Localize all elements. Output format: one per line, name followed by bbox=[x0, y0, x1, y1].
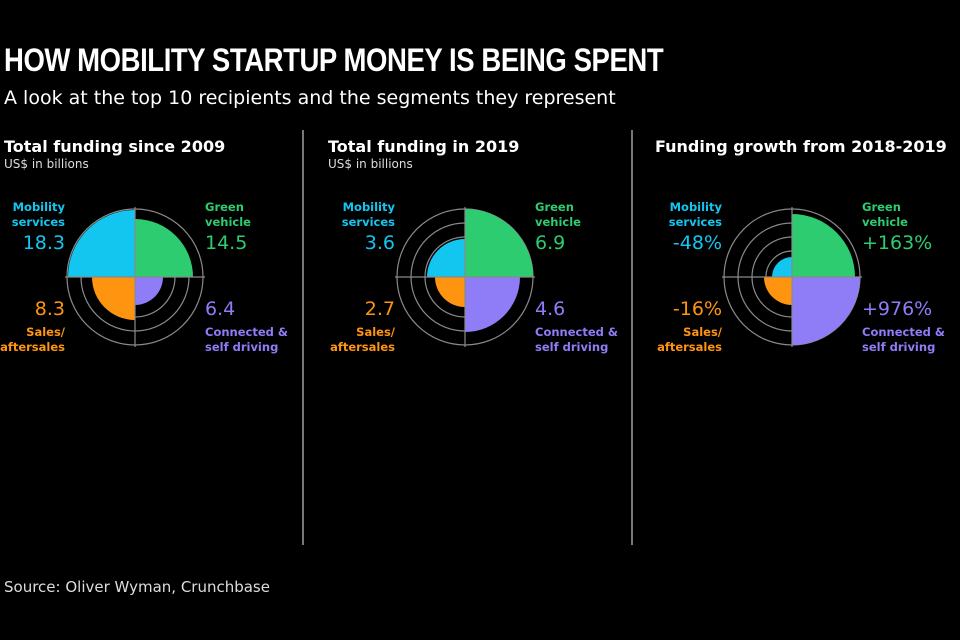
segment-label-green-vehicle: Green vehicle bbox=[862, 200, 908, 229]
segment-label-connected-self-driving: Connected & self driving bbox=[205, 325, 288, 354]
segment-label-sales-aftersales: Sales/aftersales bbox=[0, 325, 65, 354]
segment-connected-self-driving bbox=[792, 277, 860, 345]
segment-label-sales-aftersales: Sales/aftersales bbox=[657, 325, 722, 354]
segment-value-green-vehicle: +163% bbox=[862, 232, 933, 254]
page-title: HOW MOBILITY STARTUP MONEY IS BEING SPEN… bbox=[4, 42, 664, 78]
segment-value-connected-self-driving: 6.4 bbox=[205, 298, 236, 320]
chart-panel: Total funding in 2019 US$ in billions Mobi… bbox=[328, 130, 648, 430]
segment-value-sales-aftersales: 2.7 bbox=[364, 298, 395, 320]
segment-connected-self-driving bbox=[465, 277, 520, 332]
segment-value-mobility-services: 3.6 bbox=[364, 232, 395, 254]
page-subtitle: A look at the top 10 recipients and the … bbox=[4, 87, 616, 109]
segment-value-connected-self-driving: 4.6 bbox=[535, 298, 566, 320]
segment-label-connected-self-driving: Connected & self driving bbox=[535, 325, 618, 354]
polar-chart bbox=[395, 207, 535, 347]
segment-green-vehicle bbox=[792, 214, 855, 277]
chart-title: Funding growth from 2018-2019 bbox=[655, 137, 947, 156]
segment-value-sales-aftersales: 8.3 bbox=[34, 298, 65, 320]
divider bbox=[302, 130, 304, 545]
segment-green-vehicle bbox=[465, 209, 533, 277]
chart-unit: US$ in billions bbox=[4, 157, 89, 171]
chart-unit: US$ in billions bbox=[328, 157, 413, 171]
polar-chart bbox=[722, 207, 862, 347]
segment-label-mobility-services: Mobility services bbox=[668, 200, 722, 229]
segment-label-connected-self-driving: Connected & self driving bbox=[862, 325, 945, 354]
segment-sales-aftersales bbox=[435, 277, 465, 307]
segment-label-sales-aftersales: Sales/aftersales bbox=[330, 325, 395, 354]
segment-label-mobility-services: Mobility services bbox=[341, 200, 395, 229]
segment-value-sales-aftersales: -16% bbox=[672, 298, 722, 320]
segment-mobility-services bbox=[772, 257, 792, 277]
segment-sales-aftersales bbox=[92, 277, 135, 320]
segment-mobility-services bbox=[68, 210, 135, 277]
segment-value-mobility-services: 18.3 bbox=[22, 232, 65, 254]
chart-panel: Total funding since 2009 US$ in billions M… bbox=[0, 130, 324, 430]
segment-green-vehicle bbox=[135, 219, 193, 277]
segment-connected-self-driving bbox=[135, 277, 163, 305]
chart-title: Total funding in 2019 bbox=[328, 137, 520, 156]
chart-panel: Funding growth from 2018-2019 Mobility ser… bbox=[655, 130, 960, 430]
segment-label-green-vehicle: Green vehicle bbox=[205, 200, 251, 229]
segment-value-mobility-services: -48% bbox=[672, 232, 722, 254]
segment-mobility-services bbox=[427, 239, 465, 277]
segment-label-green-vehicle: Green vehicle bbox=[535, 200, 581, 229]
source-note: Source: Oliver Wyman, Crunchbase bbox=[4, 578, 270, 596]
segment-value-green-vehicle: 14.5 bbox=[205, 232, 248, 254]
polar-chart bbox=[65, 207, 205, 347]
segment-label-mobility-services: Mobility services bbox=[11, 200, 65, 229]
chart-title: Total funding since 2009 bbox=[4, 137, 226, 156]
segment-sales-aftersales bbox=[764, 277, 792, 305]
divider bbox=[631, 130, 633, 545]
segment-value-connected-self-driving: +976% bbox=[862, 298, 933, 320]
segment-value-green-vehicle: 6.9 bbox=[535, 232, 566, 254]
